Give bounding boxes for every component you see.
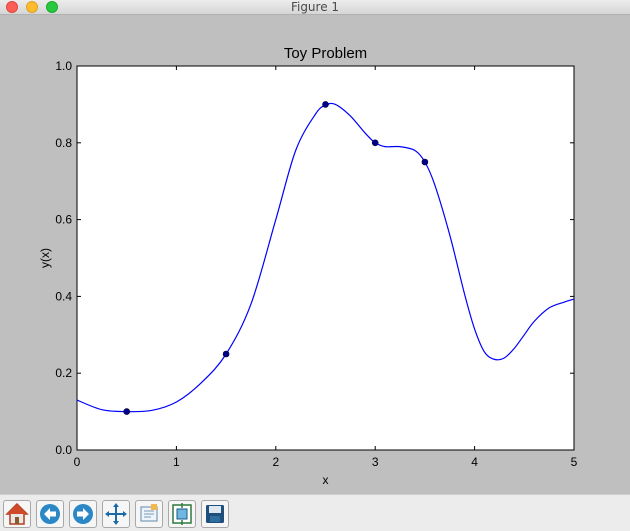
x-tick-label: 0 — [74, 455, 81, 469]
y-tick-label: 0.4 — [55, 289, 72, 303]
line-chart[interactable]: 0 1 2 3 4 5 0.0 0.2 0.4 0.6 0.8 1.0 Toy Problem x y… — [0, 16, 630, 494]
chart-title: Toy Problem — [284, 45, 367, 62]
data-point — [322, 101, 329, 108]
y-tick-label: 0.2 — [55, 366, 72, 380]
maximize-window-button[interactable] — [46, 1, 58, 13]
plot-area — [76, 65, 575, 451]
close-window-button[interactable] — [6, 1, 18, 13]
window-title: Figure 1 — [290, 0, 340, 14]
figure-canvas[interactable]: 0 1 2 3 4 5 0.0 0.2 0.4 0.6 0.8 1.0 Toy Problem x y… — [0, 16, 630, 494]
save-disk-icon — [206, 505, 224, 523]
subplots-button[interactable] — [168, 500, 196, 528]
forward-button[interactable] — [69, 500, 97, 528]
pan-button[interactable] — [102, 500, 130, 528]
minimize-window-button[interactable] — [26, 1, 38, 13]
configure-subplots-icon — [172, 503, 192, 525]
y-axis-label: y(x) — [38, 248, 52, 268]
series-line — [76, 102, 575, 413]
home-icon — [5, 502, 29, 525]
x-tick-label: 5 — [571, 455, 578, 469]
x-tick-label: 2 — [272, 455, 279, 469]
x-tick-label: 1 — [173, 455, 180, 469]
x-tick-label: 3 — [372, 455, 379, 469]
forward-arrow-icon — [73, 504, 93, 524]
home-button[interactable] — [3, 500, 31, 528]
back-button[interactable] — [36, 500, 64, 528]
data-point — [123, 408, 130, 415]
move-icon — [105, 503, 127, 525]
y-tick-label: 0.0 — [55, 443, 72, 457]
data-point — [421, 158, 429, 166]
save-button[interactable] — [201, 500, 229, 528]
x-axis-label: x — [323, 473, 329, 487]
zoom-button[interactable] — [135, 500, 163, 528]
navigation-toolbar — [0, 494, 630, 531]
y-tick-label: 1.0 — [55, 59, 72, 73]
y-tick-label: 0.8 — [55, 136, 72, 150]
x-tick-label: 4 — [471, 455, 478, 469]
window-titlebar: Figure 1 — [0, 0, 630, 15]
y-tick-label: 0.6 — [55, 213, 72, 227]
zoom-rectangle-icon — [140, 504, 158, 522]
data-point — [371, 139, 379, 147]
data-point — [222, 350, 230, 358]
back-arrow-icon — [40, 504, 60, 524]
